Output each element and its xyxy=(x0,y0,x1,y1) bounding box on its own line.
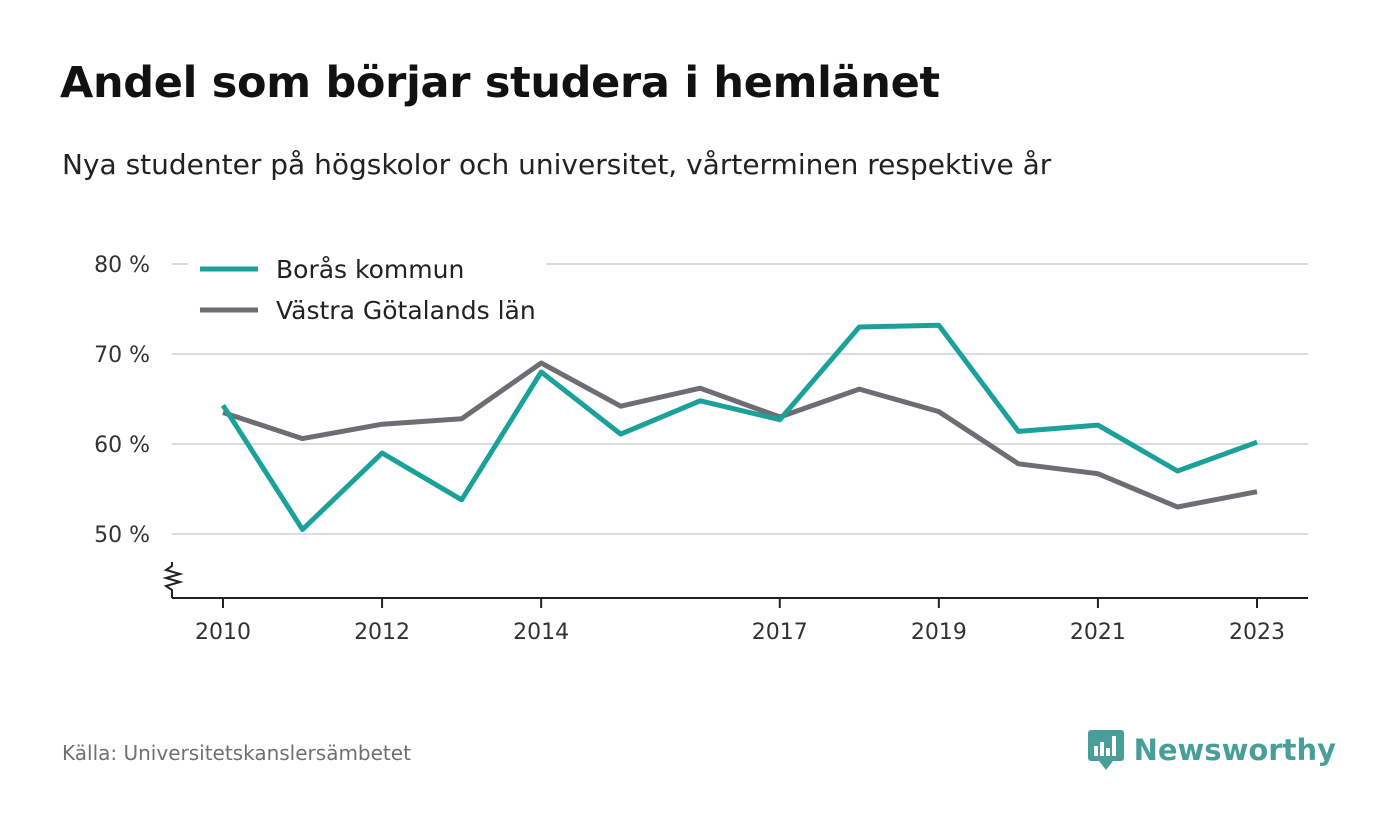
y-tick-label: 60 % xyxy=(94,433,150,458)
x-tick-label: 2023 xyxy=(1229,620,1285,645)
series-line-boras-kommun xyxy=(220,322,1258,532)
line-chart: 50 % 60 % 70 % 80 % 2010 2012 2014 2017 2019 202… xyxy=(94,250,1308,645)
brand-logo: Newsworthy xyxy=(1087,728,1336,772)
x-tick-label: 2010 xyxy=(195,620,251,645)
x-axis xyxy=(162,562,1308,608)
chart-subtitle: Nya studenter på högskolor och universit… xyxy=(62,148,1052,181)
x-tick-label: 2021 xyxy=(1070,620,1126,645)
series-lines xyxy=(220,322,1258,532)
y-tick-label: 50 % xyxy=(94,523,150,548)
newsworthy-logo-icon xyxy=(1087,730,1124,770)
x-tick-label: 2012 xyxy=(354,620,410,645)
legend-label: Västra Götalands län xyxy=(276,296,536,325)
x-tick-labels: 2010 2012 2014 2017 2019 2021 2023 xyxy=(195,620,1285,645)
x-tick-label: 2019 xyxy=(911,620,967,645)
series-line-vastra-gotalands-lan xyxy=(222,360,1258,510)
x-tick-label: 2017 xyxy=(752,620,808,645)
brand-name: Newsworthy xyxy=(1133,733,1336,767)
chart-title: Andel som börjar studera i hemlänet xyxy=(60,58,940,108)
y-tick-labels: 50 % 60 % 70 % 80 % xyxy=(94,253,150,548)
legend-background xyxy=(188,250,546,330)
legend-label: Borås kommun xyxy=(276,255,464,284)
y-tick-label: 70 % xyxy=(94,343,150,368)
legend: Borås kommun Västra Götalands län xyxy=(188,250,546,330)
axis-break-icon xyxy=(162,562,184,598)
source-note: Källa: Universitetskanslersämbetet xyxy=(62,741,411,765)
x-tick-label: 2014 xyxy=(513,620,569,645)
y-tick-label: 80 % xyxy=(94,253,150,278)
